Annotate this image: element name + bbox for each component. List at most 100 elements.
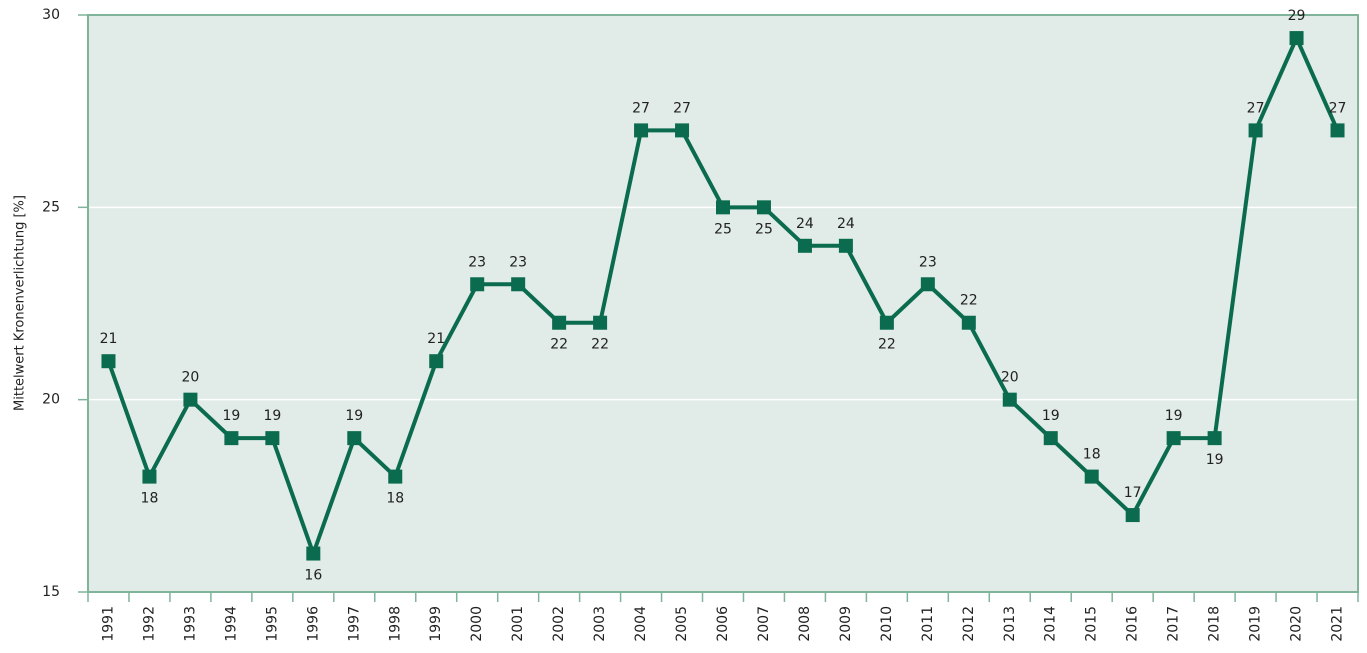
data-label: 19	[263, 408, 281, 424]
marker	[716, 200, 730, 215]
data-label: 23	[509, 254, 527, 270]
marker	[429, 354, 444, 369]
x-tick-label: 2000	[469, 606, 485, 642]
marker	[879, 315, 894, 330]
x-tick-label: 1991	[100, 606, 116, 642]
marker	[183, 392, 198, 407]
marker	[920, 277, 935, 292]
x-tick-label: 2004	[633, 606, 649, 642]
x-tick-label: 2019	[1248, 606, 1264, 642]
y-tick-label: 30	[42, 7, 60, 23]
x-tick-label: 2015	[1084, 606, 1100, 642]
data-label: 22	[591, 337, 609, 353]
x-tick-label: 1997	[346, 606, 362, 642]
x-tick-label: 2007	[756, 606, 772, 642]
x-tick-label: 2020	[1289, 606, 1305, 642]
x-tick-label: 2012	[961, 606, 977, 642]
data-label: 22	[960, 293, 978, 309]
marker	[1002, 392, 1017, 407]
x-tick-label: 2017	[1166, 606, 1182, 642]
x-tick-label: 1999	[428, 606, 444, 642]
data-label: 29	[1288, 8, 1306, 24]
marker	[101, 354, 116, 369]
y-tick-label: 20	[42, 392, 60, 408]
marker	[388, 469, 403, 484]
x-tick-label: 2016	[1125, 606, 1141, 642]
marker	[756, 200, 771, 215]
x-tick-label: 2013	[1002, 606, 1018, 642]
data-label: 23	[919, 254, 937, 270]
marker	[961, 315, 976, 330]
data-label: 18	[1083, 447, 1101, 463]
marker	[306, 546, 321, 561]
data-label: 17	[1124, 485, 1142, 501]
marker	[142, 469, 157, 484]
plot-area	[87, 14, 1359, 593]
data-label: 20	[1001, 370, 1019, 386]
marker	[470, 277, 485, 292]
x-tick-label: 1995	[264, 606, 280, 642]
x-tick-label: 2005	[674, 606, 690, 642]
data-label: 21	[427, 331, 445, 347]
data-label: 22	[550, 337, 568, 353]
data-label: 19	[345, 408, 363, 424]
x-tick-label: 2018	[1207, 606, 1223, 642]
y-axis-label: Mittelwert Kronenverlichtung [%]	[13, 195, 28, 411]
x-tick-label: 2009	[838, 606, 854, 642]
data-label: 19	[1206, 452, 1224, 468]
marker	[1248, 123, 1263, 138]
data-label: 27	[1247, 100, 1265, 116]
y-tick-label: 25	[42, 199, 60, 215]
x-tick-label: 2008	[797, 606, 813, 642]
marker	[347, 431, 362, 446]
data-label: 16	[304, 568, 322, 584]
marker	[1289, 31, 1304, 46]
data-label: 23	[468, 254, 486, 270]
marker	[593, 315, 608, 330]
marker	[552, 315, 567, 330]
x-tick-label: 2014	[1043, 606, 1059, 642]
data-label: 19	[1165, 408, 1183, 424]
data-label: 24	[796, 216, 814, 232]
x-tick-label: 2011	[920, 606, 936, 642]
x-tick-label: 1998	[387, 606, 403, 642]
marker	[675, 123, 690, 138]
data-label: 24	[837, 216, 855, 232]
data-label: 18	[386, 491, 404, 507]
marker	[265, 431, 280, 446]
x-tick-label: 1996	[305, 606, 321, 642]
marker	[1125, 508, 1140, 523]
data-label: 27	[632, 100, 650, 116]
x-tick-label: 2010	[879, 606, 895, 642]
data-label: 19	[222, 408, 240, 424]
y-tick-label: 15	[42, 584, 60, 600]
marker	[224, 431, 239, 446]
data-label: 20	[182, 370, 200, 386]
marker	[1207, 431, 1222, 446]
x-tick-label: 2003	[592, 606, 608, 642]
x-tick-label: 2006	[715, 606, 731, 642]
data-label: 21	[100, 331, 118, 347]
data-label: 27	[1329, 100, 1347, 116]
data-label: 22	[878, 337, 896, 353]
data-label: 25	[755, 221, 773, 237]
x-tick-label: 2001	[510, 606, 526, 642]
marker	[1166, 431, 1181, 446]
marker	[1330, 123, 1345, 138]
data-label: 19	[1042, 408, 1060, 424]
marker	[634, 123, 649, 138]
marker	[838, 238, 853, 253]
data-label: 27	[673, 100, 691, 116]
x-tick-label: 2002	[551, 606, 567, 642]
x-tick-label: 1993	[182, 606, 198, 642]
marker	[511, 277, 526, 292]
marker	[1043, 431, 1058, 446]
marker	[1084, 469, 1099, 484]
marker	[797, 238, 812, 253]
x-tick-label: 1992	[141, 606, 157, 642]
x-tick-label: 1994	[223, 606, 239, 642]
data-label: 18	[141, 491, 159, 507]
x-tick-label: 2021	[1330, 606, 1346, 642]
data-label: 25	[714, 221, 732, 237]
